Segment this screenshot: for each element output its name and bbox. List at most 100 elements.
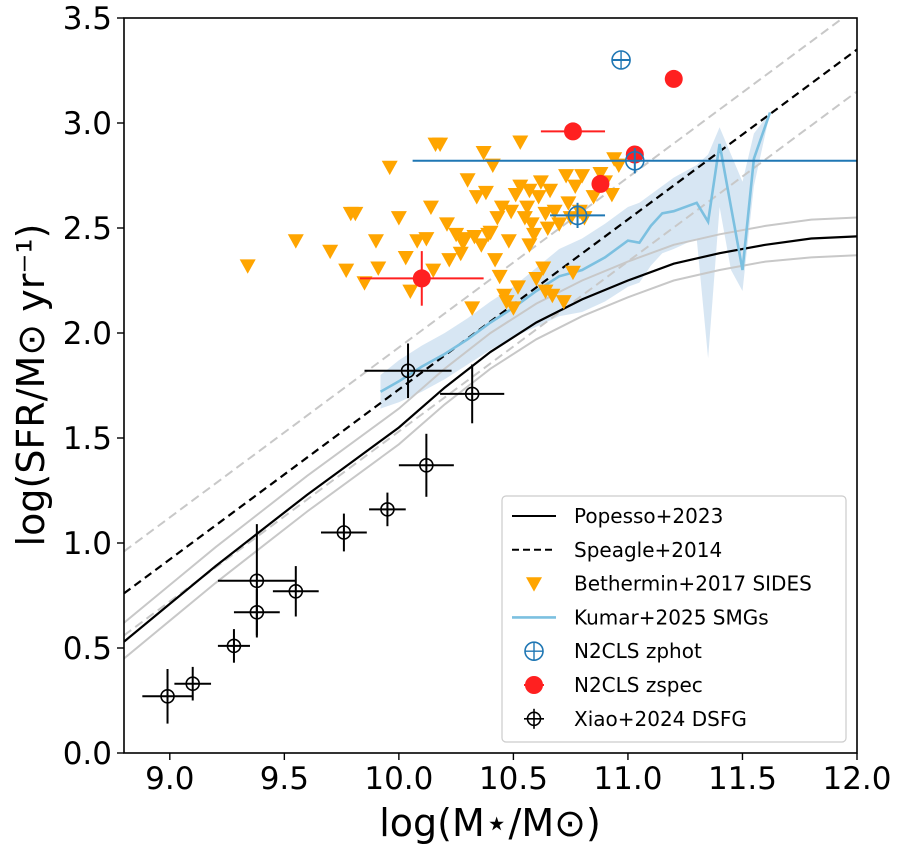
sides-point (585, 190, 602, 205)
sides-point (397, 251, 414, 266)
sides-point (512, 135, 529, 150)
sides-point (338, 263, 355, 278)
sides-point (464, 301, 481, 316)
speagle-band-upper (124, 18, 845, 553)
x-tick-label: 12.0 (822, 761, 891, 797)
sides-point (560, 196, 577, 211)
sides-point (489, 211, 506, 226)
legend-label-kumar: Kumar+2025 SMGs (574, 605, 769, 629)
sides-point (521, 238, 538, 253)
speagle-band-lower (124, 90, 857, 637)
sides-point (537, 284, 554, 299)
sides-point (592, 167, 609, 182)
n2cls-zspec-point (412, 269, 431, 288)
sides-point (452, 246, 469, 262)
sides-point (441, 253, 458, 268)
x-tick-label: 9.5 (260, 761, 309, 797)
sides-point (535, 261, 552, 276)
sides-point (558, 169, 575, 184)
sides-point (505, 301, 522, 316)
sides-point (438, 217, 455, 232)
sides-point (473, 238, 490, 253)
sides-point (482, 225, 499, 241)
sides-point (468, 190, 485, 205)
sides-point (239, 259, 256, 274)
x-tick-label: 9.0 (145, 761, 194, 797)
legend-box (501, 495, 847, 743)
sides-point (509, 280, 526, 295)
sides-point (356, 276, 373, 291)
points-layer (142, 50, 857, 724)
sides-point (551, 217, 568, 232)
sides-point (484, 158, 501, 173)
kumar-line (379, 112, 772, 393)
legend-label-speagle: Speagle+2014 (574, 538, 722, 562)
y-axis-label: log(SFR/M⊙ yr⁻¹) (9, 224, 53, 547)
sides-point (287, 234, 304, 249)
y-tick-label: 2.5 (63, 211, 112, 247)
x-tick-label: 10.5 (479, 761, 548, 797)
n2cls-zspec-point (563, 122, 582, 141)
legend-label-sides: Bethermin+2017 SIDES (574, 572, 812, 596)
sides-point (381, 160, 398, 176)
sides-point (603, 188, 620, 203)
sides-point (610, 158, 627, 173)
sides-point (512, 179, 529, 194)
ticks-layer: 9.0 9.5 10.0 10.5 11.0 11.5 12.0 0.0 0.5 1.0 1.5 2.… (63, 1, 892, 797)
x-axis-label: log(M⋆/M⊙) (379, 801, 601, 845)
sides-point (521, 183, 538, 199)
sides-point (466, 230, 483, 245)
legend: Popesso+2023 Speagle+2014 Bethermin+2017 S… (501, 495, 847, 743)
sides-point (347, 206, 364, 222)
sides-point (526, 227, 543, 243)
y-tick-label: 3.5 (63, 1, 112, 37)
y-tick-label: 1.0 (63, 526, 112, 562)
plot-frame (123, 17, 858, 754)
sides-point (539, 221, 556, 236)
legend-label-n2cls_zspec: N2CLS zspec (574, 673, 703, 697)
sides-point (418, 232, 435, 247)
sides-point (503, 204, 520, 220)
y-tick-label: 2.0 (63, 316, 112, 352)
sides-point (567, 179, 584, 194)
sides-point (544, 288, 561, 304)
sides-point (487, 253, 504, 268)
sides-point (402, 284, 419, 299)
sides-point (457, 232, 474, 247)
lines-layer (124, 48, 857, 643)
x-tick-label: 11.0 (593, 761, 662, 797)
x-tick-label: 10.0 (364, 761, 433, 797)
sides-point (370, 261, 387, 276)
sides-point (432, 137, 449, 152)
sides-point (532, 175, 549, 190)
legend-label-n2cls_zphot: N2CLS zphot (574, 639, 702, 663)
sides-point (425, 263, 442, 278)
y-tick-label: 0.0 (63, 736, 112, 772)
popesso-band-lower (124, 254, 857, 660)
sides-point (523, 217, 540, 232)
sides-point (422, 200, 439, 215)
sides-point (555, 295, 572, 310)
sides-point (322, 244, 339, 260)
popesso-line (124, 235, 857, 643)
sides-point (542, 183, 559, 199)
sides-point (528, 272, 545, 287)
sides-point (537, 206, 554, 222)
sides-point (475, 146, 492, 161)
sides-point (448, 227, 465, 243)
y-tick-label: 1.5 (63, 421, 112, 457)
sides-point (367, 234, 384, 249)
n2cls-zspec-point (591, 174, 610, 193)
legend-label-xiao: Xiao+2024 DSFG (574, 707, 747, 731)
y-tick-label: 3.0 (63, 106, 112, 142)
sides-point (564, 265, 581, 281)
legend-marker-sides (526, 577, 542, 592)
sides-point (390, 211, 407, 226)
sides-point (409, 234, 426, 249)
sides-point (519, 200, 536, 215)
sides-point (459, 173, 476, 188)
n2cls-zspec-point (664, 69, 683, 88)
sides-point (493, 200, 510, 215)
y-tick-label: 0.5 (63, 631, 112, 667)
